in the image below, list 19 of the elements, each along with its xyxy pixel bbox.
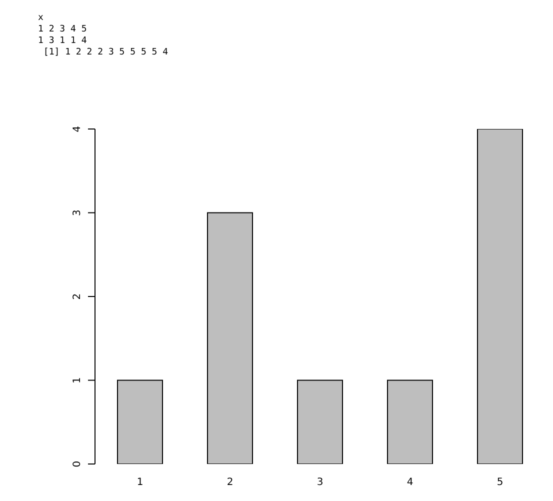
bar: [117, 380, 163, 464]
text: [1] 1 2 2 2 3 5 5 5 5 4: [38, 48, 168, 58]
bar: [387, 380, 433, 464]
text: 1 3 1 1 4: [38, 36, 87, 46]
bar: [477, 129, 523, 464]
y-tick-label: 4: [72, 126, 83, 132]
x-tick-label: 4: [406, 477, 414, 488]
x-tick-label: 5: [496, 477, 504, 488]
x-tick-label: 3: [316, 477, 324, 488]
y-tick-label: 3: [72, 210, 83, 216]
text: x: [38, 13, 44, 23]
y-tick-label: 1: [72, 377, 83, 384]
y-tick-label: 2: [72, 293, 83, 300]
x-tick-label: 1: [136, 477, 144, 488]
bar: [207, 212, 253, 464]
bar: [297, 380, 343, 464]
y-tick-label: 0: [72, 460, 83, 468]
text: 1 2 3 4 5: [38, 24, 87, 34]
x-tick-label: 2: [226, 477, 234, 488]
